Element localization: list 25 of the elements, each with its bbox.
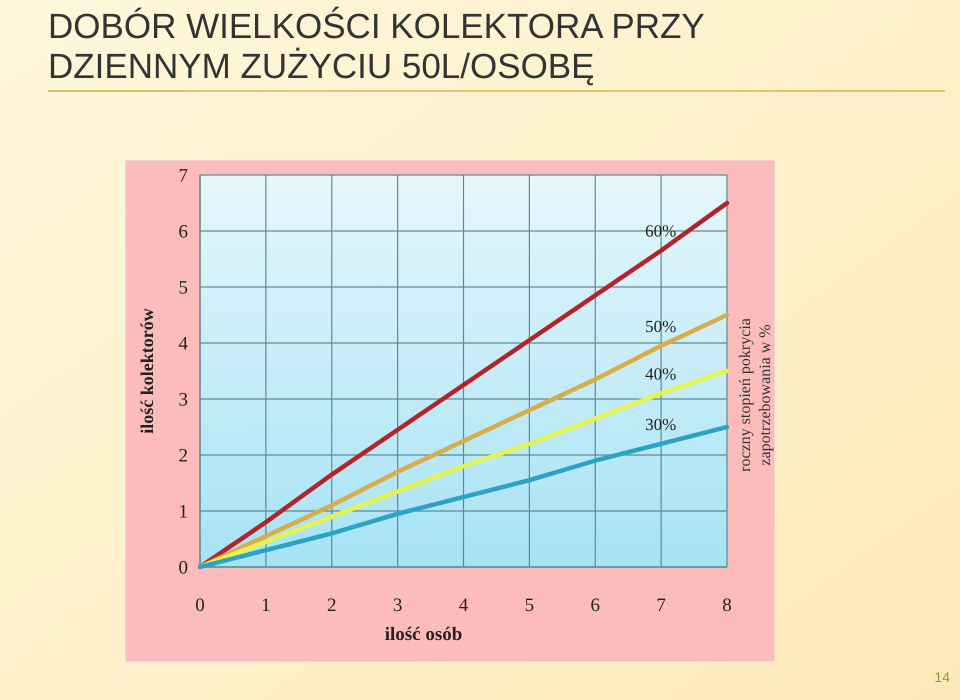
x-tick-label: 2 xyxy=(327,595,336,616)
y-tick-label: 7 xyxy=(178,166,188,187)
x-tick-label: 8 xyxy=(722,595,732,616)
y-tick-label: 2 xyxy=(178,446,188,467)
x-axis-title: ilość osób xyxy=(384,624,462,645)
series-label: 40% xyxy=(645,364,676,384)
y-tick-label: 6 xyxy=(178,222,188,243)
y-tick-label: 4 xyxy=(178,334,188,355)
y-axis-title: ilość kolektorów xyxy=(137,308,157,434)
y-tick-label: 0 xyxy=(178,558,188,579)
x-tick-label: 7 xyxy=(656,595,666,616)
series-label: 30% xyxy=(645,414,676,434)
y-tick-label: 3 xyxy=(178,390,188,411)
x-tick-label: 3 xyxy=(392,595,402,616)
x-tick-label: 4 xyxy=(458,595,469,616)
y-tick-label: 5 xyxy=(178,278,188,299)
text: roczny stopień pokrycia zapotrzebowania w % xyxy=(737,318,774,472)
text: 14 xyxy=(934,669,950,685)
x-tick-label: 5 xyxy=(524,595,534,616)
series-label: 50% xyxy=(645,316,676,336)
x-tick-label: 1 xyxy=(261,595,271,616)
chart-title: DOBÓR WIELKOŚCI KOLEKTORA PRZY DZIENNYM ZUŻYCIU 50L/OSOBĘ xyxy=(48,6,705,86)
x-tick-label: 0 xyxy=(195,595,205,616)
y-tick-label: 1 xyxy=(178,502,188,523)
x-tick-label: 6 xyxy=(590,595,600,616)
